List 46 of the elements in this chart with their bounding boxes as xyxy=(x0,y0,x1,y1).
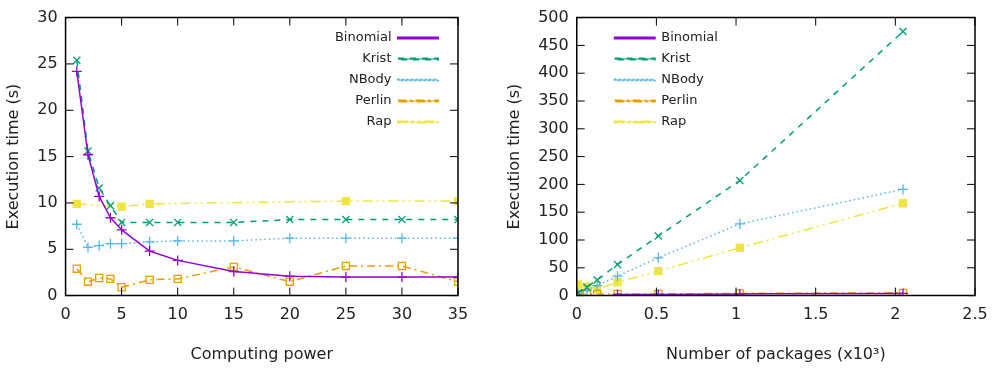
legend-label: Perlin xyxy=(661,92,698,108)
y-tick-label: 200 xyxy=(538,173,569,193)
legend-label: Rap xyxy=(661,113,687,129)
y-tick-label: 50 xyxy=(548,256,569,276)
x-tick-label: 5 xyxy=(116,304,127,324)
x-axis-title: Number of packages (x10³) xyxy=(666,343,886,363)
y-tick-label: 30 xyxy=(37,6,58,26)
x-tick-label: 0 xyxy=(571,304,582,324)
legend-label: Krist xyxy=(661,50,691,66)
legend-label: Perlin xyxy=(355,92,392,108)
y-tick-label: 5 xyxy=(47,238,58,258)
y-tick-label: 25 xyxy=(37,53,58,73)
y-tick-label: 450 xyxy=(538,34,569,54)
x-tick-label: 25 xyxy=(335,304,357,324)
legend-label: Rap xyxy=(366,113,392,129)
y-tick-label: 15 xyxy=(37,145,58,165)
legend-label: NBody xyxy=(661,71,705,87)
x-tick-label: 0 xyxy=(60,304,71,324)
x-tick-label: 20 xyxy=(279,304,300,324)
y-tick-label: 400 xyxy=(538,62,569,82)
x-tick-label: 1.5 xyxy=(802,304,829,324)
y-tick-label: 350 xyxy=(538,90,569,110)
legend-label: Binomial xyxy=(334,29,392,45)
y-tick-label: 20 xyxy=(37,99,58,119)
legend-label: Krist xyxy=(362,50,392,66)
y-tick-label: 300 xyxy=(538,117,569,137)
y-tick-label: 500 xyxy=(538,6,569,26)
y-tick-label: 10 xyxy=(37,192,58,212)
x-tick-label: 10 xyxy=(167,304,188,324)
y-axis-title: Execution time (s) xyxy=(2,83,22,230)
legend-label: Binomial xyxy=(661,29,718,45)
y-tick-label: 0 xyxy=(558,284,569,304)
y-tick-label: 100 xyxy=(538,229,569,249)
x-tick-label: 30 xyxy=(391,304,413,324)
x-tick-label: 0.5 xyxy=(643,304,670,324)
y-tick-label: 250 xyxy=(538,145,569,165)
x-tick-label: 2 xyxy=(890,304,901,324)
x-tick-label: 15 xyxy=(223,304,244,324)
legend-label: NBody xyxy=(348,71,392,87)
y-tick-label: 0 xyxy=(47,284,58,304)
x-tick-label: 1 xyxy=(730,304,742,324)
x-tick-label: 2.5 xyxy=(962,304,988,324)
y-tick-label: 150 xyxy=(538,201,569,221)
x-axis-title: Computing power xyxy=(190,343,334,363)
x-tick-label: 35 xyxy=(447,304,469,324)
y-axis-title: Execution time (s) xyxy=(503,83,523,230)
